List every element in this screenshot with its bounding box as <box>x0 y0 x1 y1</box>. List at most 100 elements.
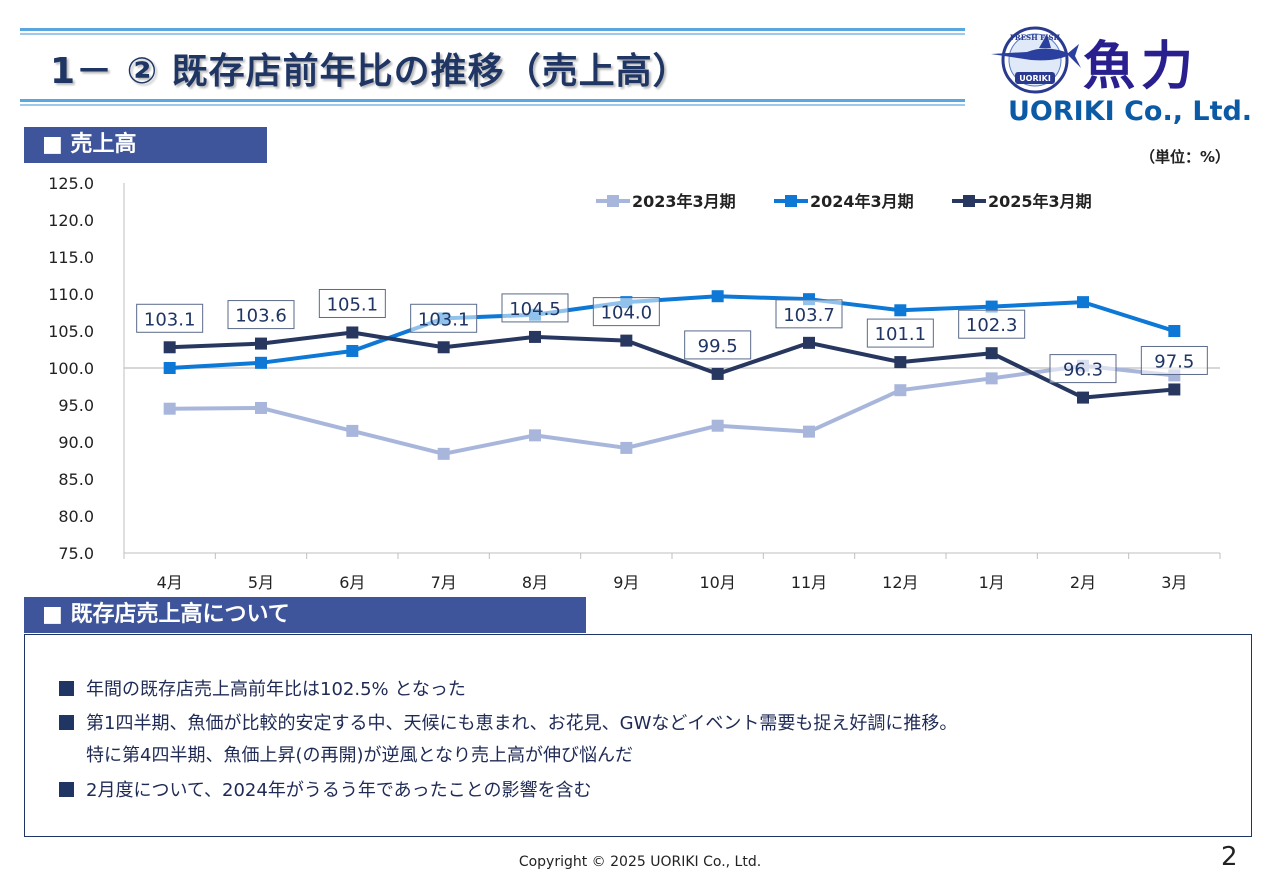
note-item-2: 第1四半期、魚価が比較的安定する中、天候にも恵まれ、お花見、GWなどイベント需要… <box>59 709 957 735</box>
series-1-point <box>803 425 815 438</box>
series-3-point <box>711 367 724 380</box>
series-2-point <box>346 344 359 357</box>
series-2-point <box>1077 296 1089 309</box>
series-3-point <box>255 337 267 350</box>
data-label-box <box>318 288 386 318</box>
y-tick-label: 125.0 <box>48 174 94 193</box>
data-label: 99.5 <box>698 336 738 357</box>
x-tick-label: 5月 <box>248 573 274 592</box>
logo-english: UORIKI Co., Ltd. <box>1008 96 1253 127</box>
section-header-sales: ■ 売上高 <box>24 127 267 163</box>
series-line-3 <box>169 330 1175 400</box>
series-1-point <box>711 419 724 432</box>
data-label-box <box>227 300 295 330</box>
unit-label: （単位：%） <box>1140 148 1231 166</box>
data-label: 102.3 <box>966 315 1018 336</box>
logo-japanese: 魚力 <box>1083 36 1200 97</box>
legend-label: 2023年3月期 <box>632 192 736 211</box>
x-tick-label: 7月 <box>431 573 457 592</box>
series-1-point <box>985 372 998 385</box>
data-label: 103.6 <box>235 306 287 327</box>
y-axis-ticks: 125.0 120.0 115.0 110.0 105.0 100.0 95.0 90.0 85… <box>48 174 94 563</box>
legend-marker-1 <box>607 195 619 207</box>
series-2-point <box>711 290 724 303</box>
series-3-point <box>985 347 998 360</box>
y-tick-label: 75.0 <box>58 544 94 563</box>
series-1-point <box>346 424 359 437</box>
series-3-point <box>529 330 541 343</box>
fish-emblem-icon: FRESH FISH UORIKI <box>991 26 1081 94</box>
y-tick-label: 105.0 <box>48 322 94 341</box>
data-label: 104.5 <box>509 299 561 320</box>
x-tick-label: 4月 <box>157 573 183 592</box>
note-text-3: 2月度について、2024年がうるう年であったことの影響を含む <box>86 780 592 801</box>
x-tick-label: 1月 <box>979 573 1005 592</box>
note-text-2: 第1四半期、魚価が比較的安定する中、天候にも恵まれ、お花見、GWなどイベント需要… <box>86 713 958 734</box>
series-3-point <box>894 356 907 369</box>
x-tick-label: 2月 <box>1070 573 1096 592</box>
y-tick-label: 80.0 <box>58 507 94 526</box>
series-1-point <box>255 401 267 414</box>
note-item-1: 年間の既存店売上高前年比は102.5% となった <box>59 675 466 701</box>
x-tick-label: 8月 <box>522 573 548 592</box>
x-tick-label: 12月 <box>882 573 918 592</box>
y-tick-label: 120.0 <box>48 211 94 230</box>
axes <box>123 183 1221 559</box>
data-label-box <box>958 309 1026 339</box>
y-tick-label: 90.0 <box>58 433 94 452</box>
y-tick-label: 110.0 <box>48 285 94 304</box>
line-chart: 125.0 120.0 115.0 110.0 105.0 100.0 95.0 90.0 85… <box>48 174 1221 592</box>
legend-marker-3 <box>963 195 975 207</box>
legend-marker-2 <box>785 195 797 207</box>
x-tick-label: 6月 <box>339 573 365 592</box>
data-label: 97.5 <box>1154 351 1194 372</box>
notes-box: 年間の既存店売上高前年比は102.5% となった 第1四半期、魚価が比較的安定す… <box>24 634 1252 837</box>
data-label-box <box>866 318 934 348</box>
title-rule-top-inner <box>20 33 965 35</box>
series-3-point <box>163 341 176 354</box>
title-rule-top <box>20 28 965 31</box>
legend-label: 2025年3月期 <box>988 192 1092 211</box>
series-3-point <box>803 336 815 349</box>
emblem-top-text: FRESH FISH <box>1010 33 1061 42</box>
page-number: 2 <box>1221 842 1238 872</box>
data-label: 104.0 <box>601 303 653 324</box>
title-banner: 1－ ② 既存店前年比の推移（売上高） <box>20 28 965 106</box>
title-rule-bottom-inner <box>20 104 965 106</box>
series-3-point <box>620 334 633 347</box>
data-label: 103.1 <box>418 309 470 330</box>
data-label-box <box>592 297 660 327</box>
square-bullet-icon <box>59 782 74 797</box>
series-2-point <box>985 300 998 313</box>
copyright: Copyright © 2025 UORIKI Co., Ltd. <box>518 854 762 870</box>
y-tick-label: 115.0 <box>48 248 94 267</box>
data-label: 105.1 <box>327 294 379 315</box>
series-3-point <box>346 326 359 339</box>
square-bullet-icon <box>59 715 74 730</box>
series-3-point <box>1077 391 1089 404</box>
data-labels: 103.1 103.6 105.1 103.1 104.5 104.0 99.5 103.7 1… <box>136 288 1208 384</box>
data-label: 96.3 <box>1063 360 1103 381</box>
data-label: 101.1 <box>875 324 927 345</box>
x-tick-label: 3月 <box>1161 573 1187 592</box>
series-1-point <box>163 402 176 415</box>
y-tick-label: 85.0 <box>58 470 94 489</box>
x-axis-ticks: 4月 5月 6月 7月 8月 9月 10月 11月 12月 1月 2月 3月 <box>157 573 1188 592</box>
company-logo: FRESH FISH UORIKI 魚力 UORIKI Co., Ltd. <box>985 20 1252 130</box>
series-layer <box>163 290 1181 460</box>
series-2-point <box>163 362 176 374</box>
data-label: 103.1 <box>144 309 196 330</box>
data-label-box <box>501 293 569 323</box>
x-tick-label: 10月 <box>699 573 735 592</box>
chart-legend: 2023年3月期 2024年3月期 2025年3月期 <box>596 192 1092 211</box>
series-2-point <box>894 304 907 317</box>
note-text-1: 年間の既存店売上高前年比は102.5% となった <box>86 679 466 700</box>
data-label-box <box>1049 354 1117 384</box>
section-header-notes: ■ 既存店売上高について <box>24 597 586 633</box>
y-tick-label: 95.0 <box>58 396 94 415</box>
series-1-point <box>894 384 907 397</box>
series-2-point <box>255 356 267 369</box>
data-label-box <box>775 299 843 329</box>
note-item-3: 2月度について、2024年がうるう年であったことの影響を含む <box>59 776 591 802</box>
emblem-bottom-text: UORIKI <box>1019 74 1051 83</box>
